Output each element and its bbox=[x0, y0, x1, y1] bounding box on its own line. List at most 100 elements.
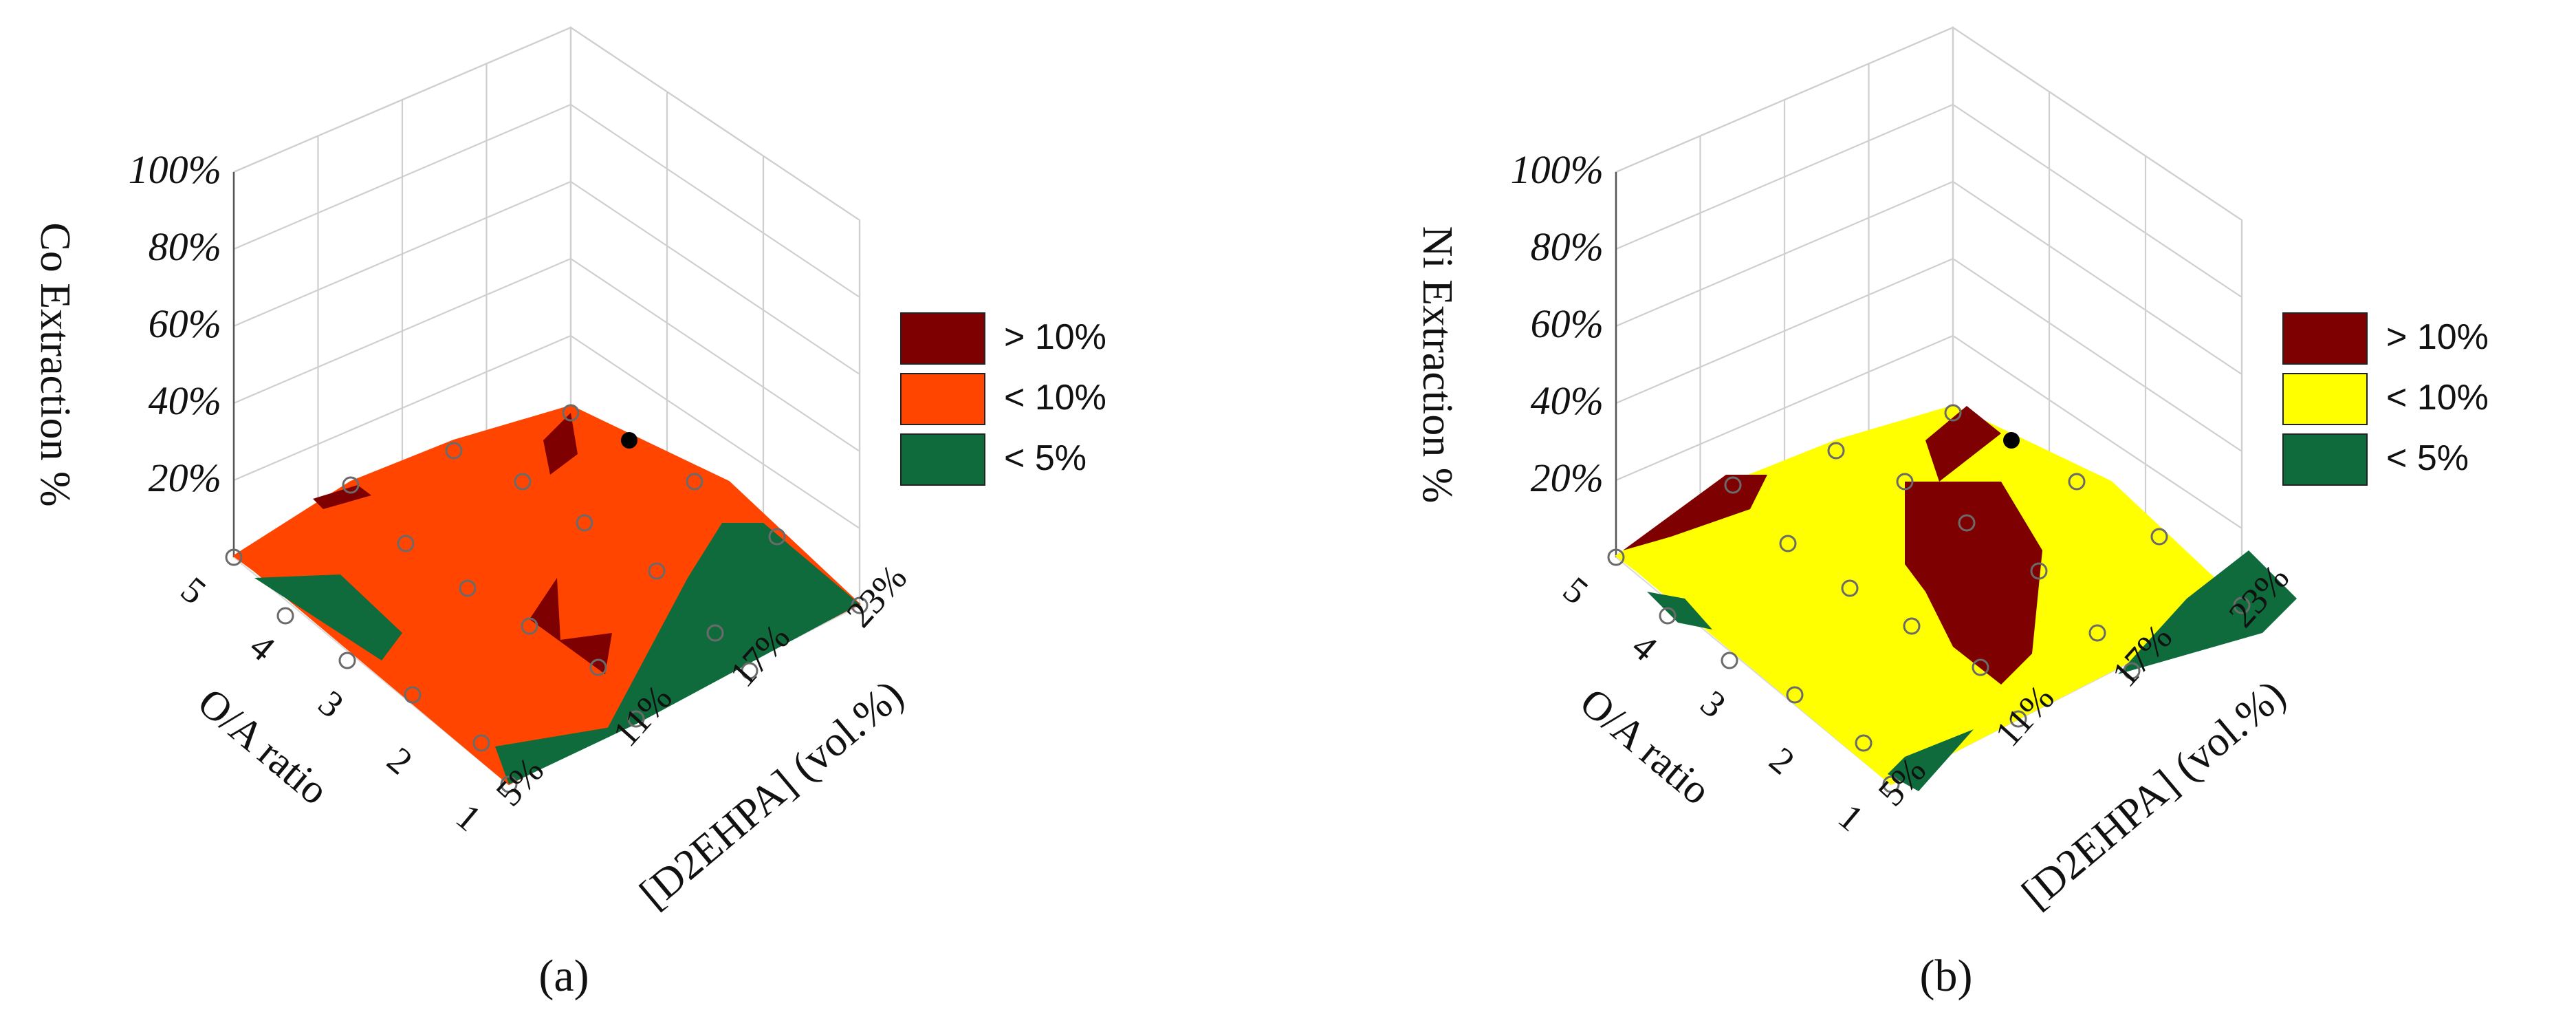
legend: > 10% < 10% < 5% bbox=[900, 312, 1106, 486]
z-tick-label: 60% bbox=[1531, 301, 1604, 346]
x-tick-label: 2 bbox=[380, 739, 420, 782]
surface-region-low bbox=[2118, 550, 2297, 674]
axis-walls bbox=[1615, 25, 2243, 786]
x-axis-label: O/A ratio bbox=[1571, 679, 1719, 813]
axis-walls bbox=[232, 25, 861, 786]
legend-swatch bbox=[2282, 373, 2368, 425]
z-tick-label: 80% bbox=[1531, 224, 1604, 269]
surface-region-high bbox=[530, 578, 612, 674]
x-tick-label: 1 bbox=[448, 796, 489, 839]
z-tick-label: 60% bbox=[149, 301, 221, 346]
data-points bbox=[225, 404, 869, 793]
data-point bbox=[521, 617, 538, 635]
data-point bbox=[1958, 514, 1976, 532]
legend-swatch bbox=[900, 312, 985, 365]
x-axis-label: O/A ratio bbox=[189, 679, 337, 813]
data-point bbox=[686, 473, 703, 491]
z-ticks: 20% 40% 60% 80% 100% bbox=[1511, 147, 1604, 500]
data-point-highlight bbox=[621, 432, 637, 449]
x-tick-label: 4 bbox=[242, 625, 283, 669]
data-point bbox=[1944, 404, 1962, 422]
data-point bbox=[1721, 652, 1738, 669]
data-point bbox=[225, 548, 243, 566]
data-point bbox=[1896, 473, 1914, 491]
data-point bbox=[768, 528, 786, 546]
data-point bbox=[1724, 476, 1742, 494]
data-point bbox=[851, 596, 869, 614]
x-tick-label: 3 bbox=[311, 682, 351, 726]
x-tick-label: 4 bbox=[1624, 625, 1665, 669]
surface-region-high bbox=[1905, 482, 2042, 685]
z-tick-label: 40% bbox=[149, 378, 221, 423]
x-tick-label: 1 bbox=[1831, 796, 1871, 839]
data-points bbox=[1607, 404, 2251, 793]
legend-label: < 5% bbox=[1004, 438, 1087, 478]
surface-region-high bbox=[543, 413, 578, 475]
data-point bbox=[276, 607, 294, 625]
x-tick-label: 5 bbox=[173, 569, 214, 612]
z-tick-label: 100% bbox=[1511, 147, 1604, 192]
data-point bbox=[1903, 617, 1921, 635]
data-point bbox=[1841, 579, 1859, 597]
z-axis-label: Ni Extraction % bbox=[1414, 226, 1461, 504]
legend-label: < 10% bbox=[1004, 378, 1106, 418]
data-point bbox=[338, 652, 356, 669]
data-point bbox=[648, 562, 666, 580]
surface-region-low bbox=[1647, 592, 1712, 630]
surface-region-low bbox=[605, 523, 860, 733]
data-point bbox=[1659, 607, 1677, 625]
data-point bbox=[397, 535, 415, 552]
data-point bbox=[404, 686, 422, 704]
z-axis-label: Co Extraction % bbox=[32, 222, 78, 506]
legend-swatch bbox=[2282, 312, 2368, 365]
data-point bbox=[1882, 775, 1900, 793]
data-point bbox=[1827, 442, 1845, 460]
z-tick-label: 80% bbox=[149, 224, 221, 269]
data-point bbox=[2150, 528, 2168, 546]
data-point bbox=[1786, 686, 1804, 704]
data-point bbox=[627, 710, 645, 728]
legend-swatch bbox=[900, 433, 985, 486]
data-point bbox=[500, 775, 518, 793]
data-point bbox=[445, 442, 463, 460]
data-point bbox=[2030, 562, 2048, 580]
data-point bbox=[2123, 662, 2141, 680]
surface bbox=[1615, 405, 2297, 791]
z-tick-label: 20% bbox=[149, 455, 221, 500]
legend-swatch bbox=[900, 373, 985, 425]
x-tick-label: 3 bbox=[1693, 682, 1734, 726]
data-point bbox=[1779, 535, 1797, 552]
z-tick-label: 100% bbox=[129, 147, 221, 192]
data-point bbox=[1972, 658, 1989, 676]
surface-region-high bbox=[1623, 475, 1767, 550]
surface bbox=[232, 405, 861, 786]
data-point bbox=[576, 514, 593, 532]
data-point bbox=[459, 579, 477, 597]
x-tick-label: 5 bbox=[1556, 569, 1596, 612]
data-point bbox=[1855, 734, 1873, 752]
surface-region-low bbox=[495, 722, 640, 784]
legend: > 10% < 10% < 5% bbox=[2282, 312, 2489, 486]
x-tick-label: 2 bbox=[1762, 739, 1802, 782]
data-point bbox=[2088, 624, 2106, 642]
panel-label: (b) bbox=[1920, 951, 1973, 1001]
data-point bbox=[1607, 548, 1625, 566]
data-point bbox=[589, 658, 607, 676]
z-tick-label: 40% bbox=[1531, 378, 1604, 423]
legend-label: > 10% bbox=[1004, 317, 1106, 357]
data-point bbox=[741, 662, 758, 680]
data-point bbox=[2233, 596, 2251, 614]
data-point bbox=[562, 404, 580, 422]
legend-label: < 10% bbox=[2386, 378, 2489, 418]
panel-label: (a) bbox=[538, 951, 589, 1001]
z-ticks: 20% 40% 60% 80% 100% bbox=[129, 147, 221, 500]
data-point bbox=[472, 734, 490, 752]
data-point bbox=[514, 473, 532, 491]
z-tick-label: 20% bbox=[1531, 455, 1604, 500]
legend-swatch bbox=[2282, 433, 2368, 486]
data-point bbox=[2009, 710, 2027, 728]
data-point bbox=[342, 476, 360, 494]
